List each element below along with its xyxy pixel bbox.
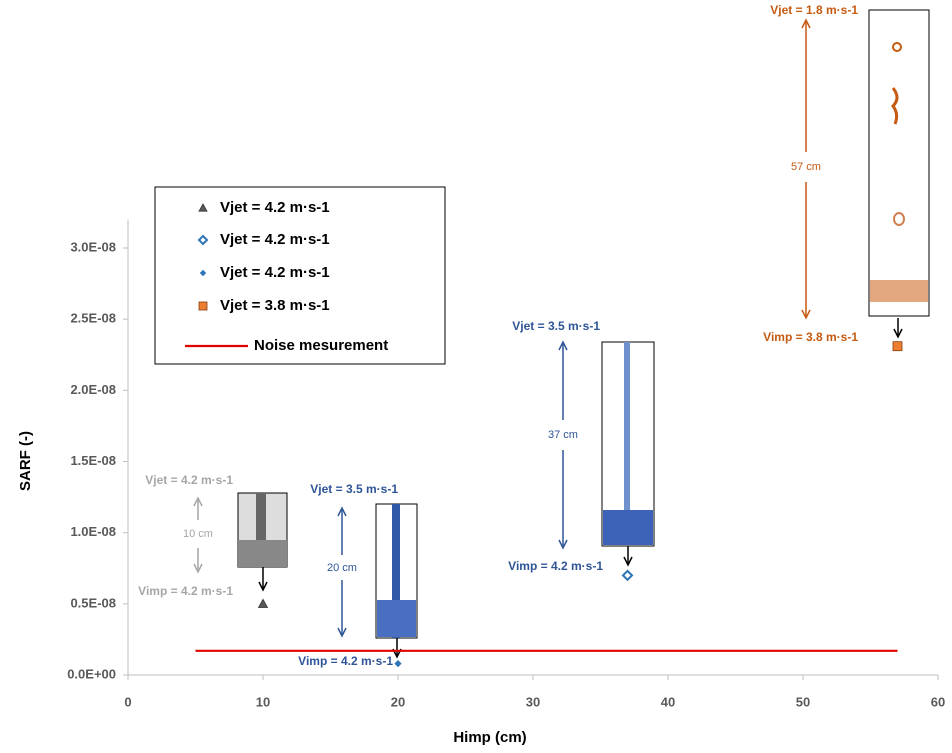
annotation: Vimp = 3.8 m·s-1 <box>763 330 858 344</box>
y-tick-label: 0.5E-08 <box>70 595 116 610</box>
marker <box>621 569 634 582</box>
x-tick-label: 50 <box>796 694 810 709</box>
annotation: 37 cm <box>548 429 578 441</box>
y-tick-label: 1.0E-08 <box>70 524 116 539</box>
y-tick-label: 1.5E-08 <box>70 453 116 468</box>
legend-label: Vjet = 4.2 m·s-1 <box>220 231 330 248</box>
x-tick-label: 30 <box>526 694 540 709</box>
marker <box>198 301 208 311</box>
marker <box>892 341 903 352</box>
annotation: Vjet = 4.2 m·s-1 <box>145 473 233 487</box>
photos <box>237 9 930 639</box>
annotation: Vjet = 3.5 m·s-1 <box>310 482 398 496</box>
x-tick-label: 10 <box>256 694 270 709</box>
arrows <box>193 18 903 659</box>
marker <box>394 660 402 668</box>
x-tick-label: 40 <box>661 694 675 709</box>
legend-label: Noise mesurement <box>254 337 388 354</box>
marker <box>197 234 209 246</box>
annotation: Vimp = 4.2 m·s-1 <box>298 654 393 668</box>
marker <box>198 203 208 212</box>
marker <box>199 269 207 277</box>
x-tick-label: 20 <box>391 694 405 709</box>
annotation: Vjet = 1.8 m·s-1 <box>770 3 858 17</box>
legend-label: Vjet = 3.8 m·s-1 <box>220 297 330 314</box>
y-tick-label: 3.0E-08 <box>70 239 116 254</box>
y-tick-label: 0.0E+00 <box>67 666 116 681</box>
x-tick-label: 0 <box>124 694 131 709</box>
x-tick-label: 60 <box>931 694 945 709</box>
legend-label: Vjet = 4.2 m·s-1 <box>220 199 330 216</box>
legend-label: Vjet = 4.2 m·s-1 <box>220 264 330 281</box>
annotation: Vimp = 4.2 m·s-1 <box>508 559 603 573</box>
y-axis-title: SARF (-) <box>17 431 34 491</box>
annotation: Vjet = 3.5 m·s-1 <box>512 319 600 333</box>
annotation: 57 cm <box>791 161 821 173</box>
annotation: 20 cm <box>327 562 357 574</box>
annotation: Vimp = 4.2 m·s-1 <box>138 584 233 598</box>
y-tick-label: 2.0E-08 <box>70 382 116 397</box>
y-tick-label: 2.5E-08 <box>70 311 116 326</box>
x-axis-title: Himp (cm) <box>453 729 526 746</box>
marker <box>257 598 269 608</box>
annotation: 10 cm <box>183 528 213 540</box>
